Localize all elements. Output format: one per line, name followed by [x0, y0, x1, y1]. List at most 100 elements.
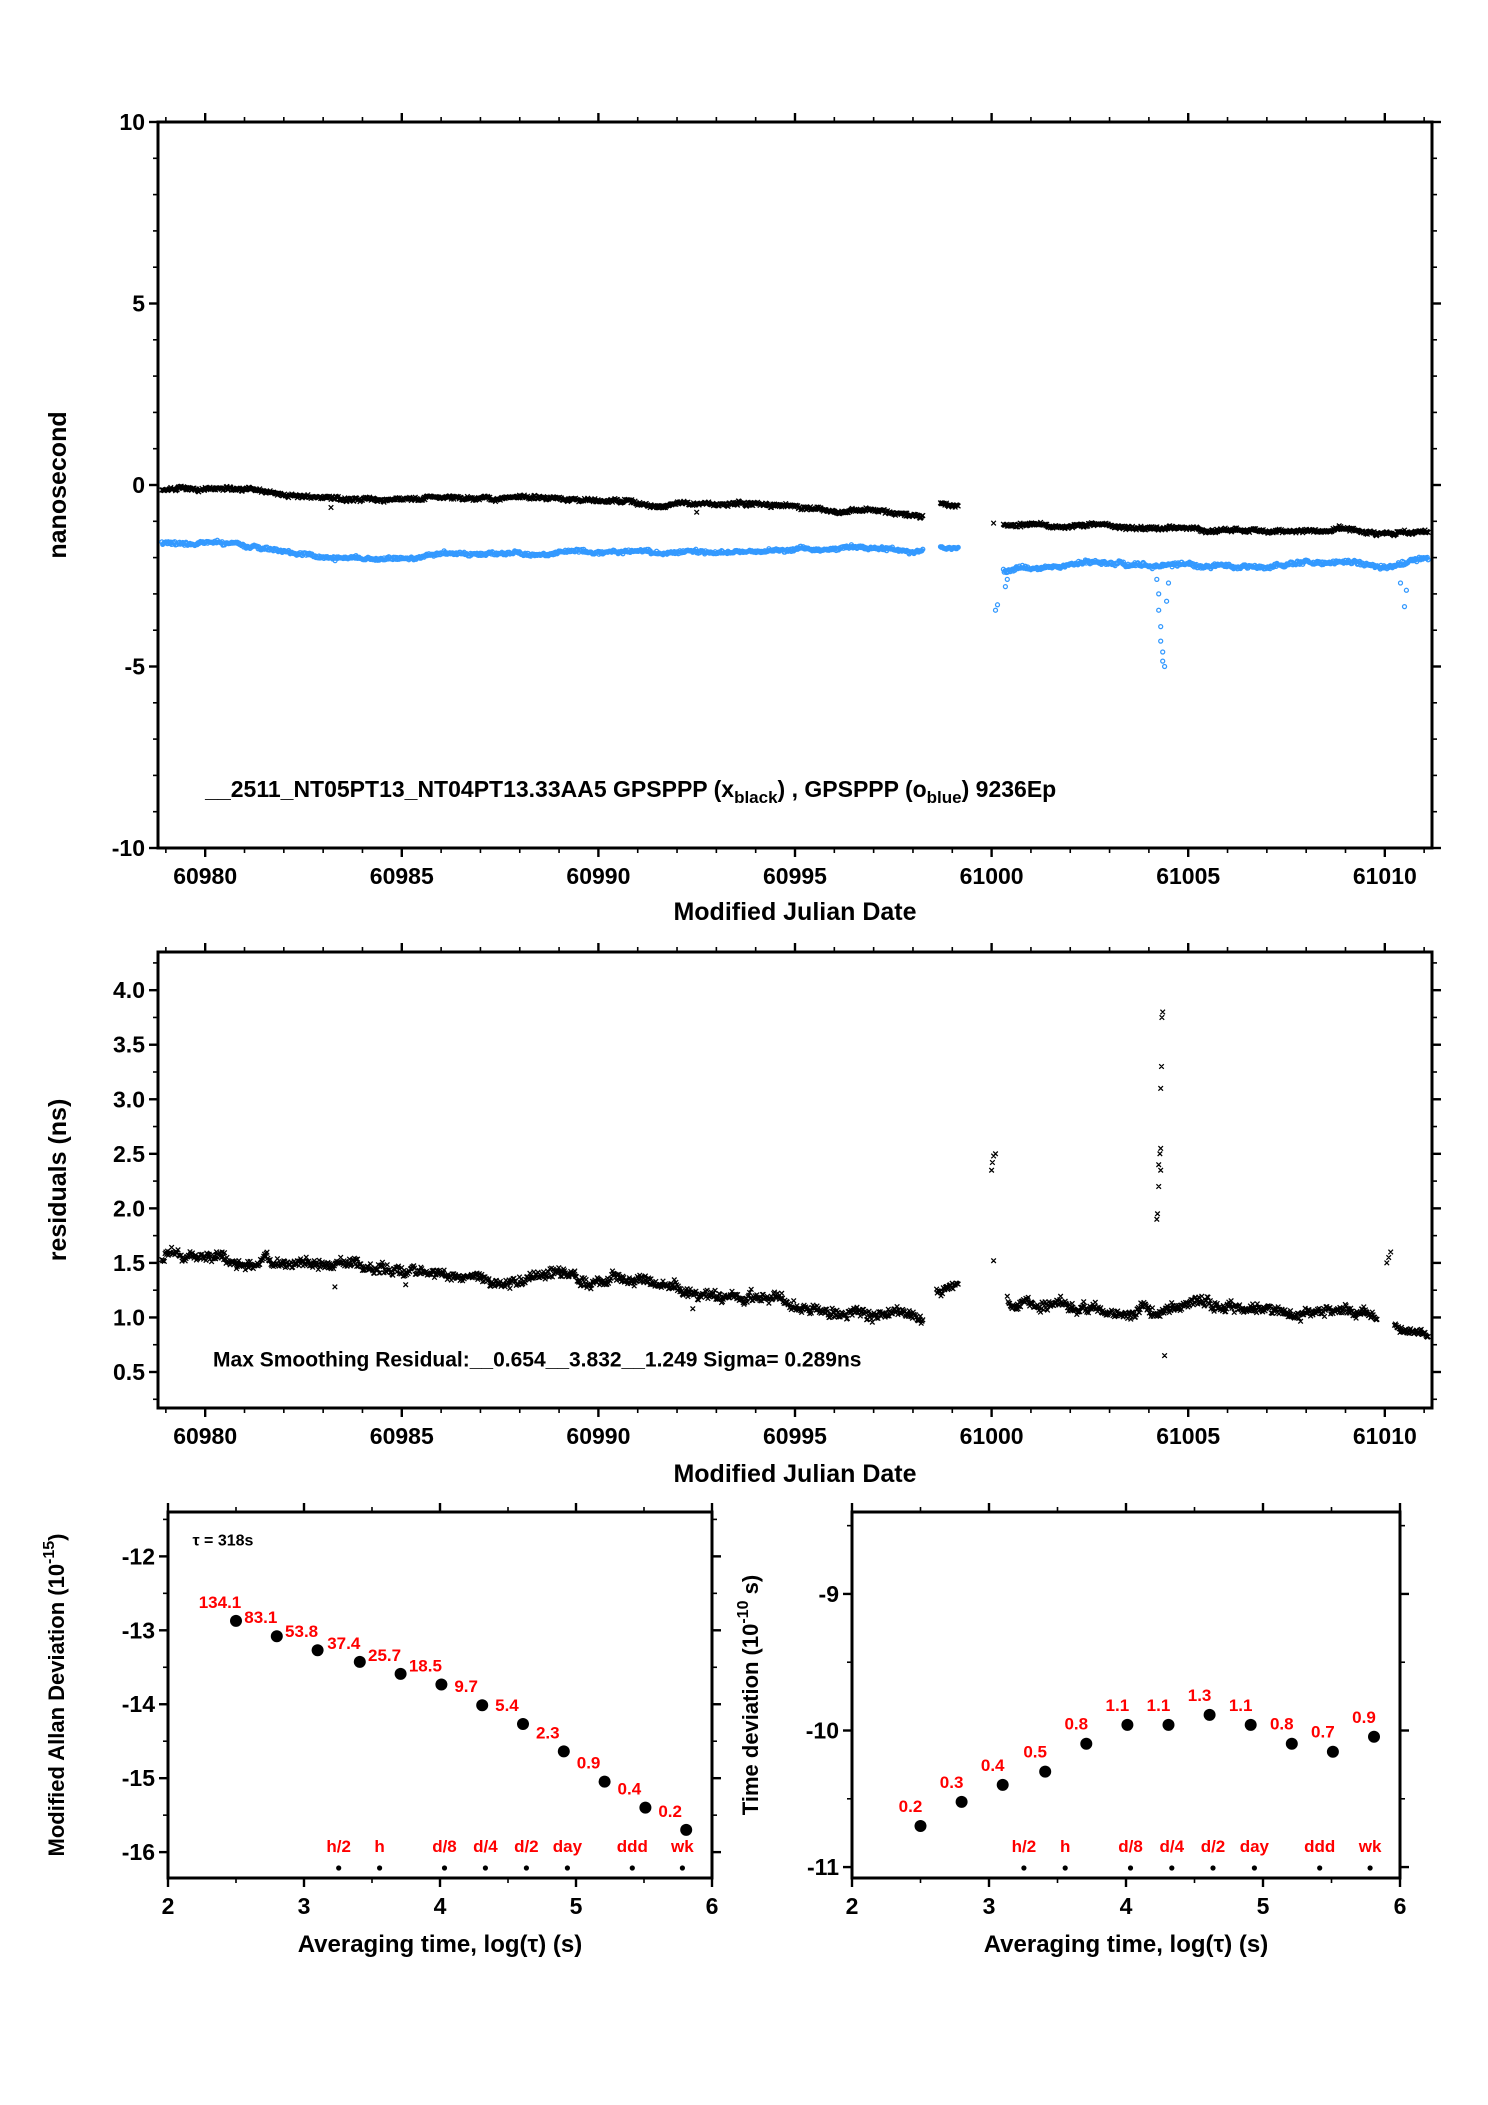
point-value-label: 37.4 — [327, 1634, 361, 1653]
interval-marker-label: d/8 — [1118, 1837, 1143, 1856]
deviation-point — [230, 1614, 242, 1627]
deviation-point — [955, 1795, 968, 1808]
tdev-chart: 2 3 4 5 6 -9 -10 -11 Averaging time, log(τ) (s) T… — [735, 1503, 1409, 1958]
x-axis-title: Modified Julian Date — [673, 898, 916, 926]
interval-marker-label: day — [1240, 1837, 1270, 1856]
y-tick-label: 10 — [119, 109, 145, 135]
x-tick-label: 4 — [1120, 1893, 1133, 1919]
deviation-point — [517, 1718, 529, 1730]
interval-marker-label: h/2 — [326, 1837, 351, 1856]
x-tick-label: 60980 — [173, 1423, 237, 1449]
annotation: τ = 318s — [192, 1532, 253, 1549]
y-tick-label: 3.0 — [113, 1086, 145, 1112]
x-tick-label: 5 — [570, 1893, 583, 1919]
interval-marker-label: ddd — [617, 1837, 648, 1856]
point-value-label: 9.7 — [454, 1677, 478, 1696]
ticks — [843, 1503, 1409, 1887]
plot-frame — [166, 1510, 714, 1880]
deviation-point — [557, 1745, 570, 1758]
y-tick-label: 2.5 — [113, 1141, 145, 1167]
point-value-label: 1.1 — [1229, 1696, 1253, 1715]
point-value-label: 1.1 — [1106, 1696, 1130, 1715]
x-tick-label: 61010 — [1353, 1423, 1417, 1449]
interval-marker-dot — [679, 1865, 686, 1871]
interval-marker-row: h/2 h d/8 d/4 d/2 day ddd wk — [1012, 1837, 1382, 1871]
deviation-point — [435, 1678, 448, 1691]
y-tick-label: -13 — [122, 1617, 155, 1643]
point-value-label: 0.5 — [1023, 1743, 1047, 1762]
y-tick-label: -14 — [122, 1691, 155, 1717]
x-tick-label: 61005 — [1156, 1423, 1220, 1449]
point-value-label: 25.7 — [368, 1646, 401, 1665]
y-tick-label: 5 — [132, 291, 145, 317]
interval-marker-dot — [1251, 1865, 1257, 1871]
deviation-points: 0.2 0.3 0.4 0.5 0.8 1.1 1.1 1.3 1.1 0.8 0.7 0.9 — [899, 1686, 1380, 1832]
x-tick-label: 61000 — [960, 863, 1024, 889]
y-tick-label: 0.5 — [113, 1359, 145, 1385]
y-tick-label: -5 — [125, 654, 146, 680]
x-tick-label: 60995 — [763, 863, 827, 889]
y-tick-label: -10 — [112, 835, 145, 861]
y-axis-title: Modified Allan Deviation (10-15) — [41, 1533, 69, 1856]
y-tick-label: -15 — [122, 1765, 155, 1791]
y-axis-title: residuals (ns) — [44, 1099, 72, 1262]
y-axis-title: nanosecond — [44, 411, 72, 558]
interval-marker-dot — [1317, 1865, 1323, 1871]
interval-marker-label: day — [553, 1837, 583, 1856]
interval-marker-dot — [441, 1865, 448, 1871]
interval-marker-dot — [523, 1865, 530, 1871]
deviation-point — [1162, 1718, 1175, 1731]
x-axis-title: Averaging time, log(τ) (s) — [298, 1931, 583, 1958]
interval-marker-label: wk — [670, 1837, 694, 1856]
deviation-point — [1080, 1737, 1093, 1750]
y-tick-label: -16 — [122, 1839, 155, 1865]
point-value-label: 83.1 — [244, 1608, 277, 1627]
interval-marker-label: h — [374, 1837, 384, 1856]
deviation-point — [598, 1775, 611, 1788]
interval-marker-dot — [1021, 1865, 1027, 1871]
interval-marker-dot — [1127, 1865, 1134, 1871]
mdev-chart: 2 3 4 5 6 -12 -13 -14 -15 -16 Averaging time, log(… — [41, 1503, 721, 1958]
point-value-label: 1.3 — [1188, 1686, 1212, 1705]
x-axis-title: Modified Julian Date — [673, 1460, 916, 1488]
x-tick-label: 6 — [1394, 1893, 1407, 1919]
plot-frame — [156, 950, 1434, 1410]
y-tick-label: -12 — [122, 1543, 155, 1569]
x-tick-label: 2 — [846, 1893, 859, 1919]
point-value-label: 0.2 — [658, 1802, 682, 1821]
ticks — [159, 1503, 721, 1887]
y-tick-label: -11 — [807, 1854, 839, 1880]
deviation-point — [270, 1630, 283, 1643]
annotation: __2511_NT05PT13_NT04PT13.33AA5 GPSPPP (x… — [204, 776, 1056, 807]
deviation-point — [394, 1667, 407, 1680]
x-tick-label: 60995 — [763, 1423, 827, 1449]
deviation-point — [1039, 1765, 1052, 1778]
point-value-label: 53.8 — [285, 1622, 318, 1641]
deviation-point — [1203, 1708, 1216, 1721]
interval-marker-row: h/2 h d/8 d/4 d/2 day ddd wk — [326, 1837, 694, 1871]
deviation-point — [1244, 1718, 1257, 1731]
point-value-label: 0.9 — [577, 1754, 601, 1773]
interval-marker-dot — [1367, 1865, 1373, 1871]
y-tick-label: 3.5 — [113, 1032, 145, 1058]
point-value-label: 0.9 — [1352, 1708, 1376, 1727]
x-tick-label: 6 — [706, 1893, 719, 1919]
point-value-label: 1.1 — [1147, 1696, 1171, 1715]
x-tick-label: 3 — [983, 1893, 996, 1919]
y-tick-label: -10 — [806, 1718, 839, 1744]
y-tick-label: 1.5 — [113, 1250, 145, 1276]
deviation-point — [1121, 1718, 1134, 1731]
point-value-label: 134.1 — [199, 1593, 242, 1612]
y-axis-title: Time deviation (10-10 s) — [735, 1575, 763, 1815]
annotation: Max Smoothing Residual:__0.654__3.832__1… — [213, 1349, 861, 1372]
interval-marker-label: d/2 — [514, 1837, 539, 1856]
interval-marker-dot — [1210, 1865, 1216, 1871]
ticks — [149, 113, 1441, 857]
deviation-point — [1326, 1745, 1339, 1758]
interval-marker-label: h — [1060, 1837, 1070, 1856]
point-value-label: 0.4 — [618, 1780, 642, 1799]
y-tick-label: -9 — [819, 1581, 839, 1607]
deviation-point — [476, 1699, 489, 1712]
